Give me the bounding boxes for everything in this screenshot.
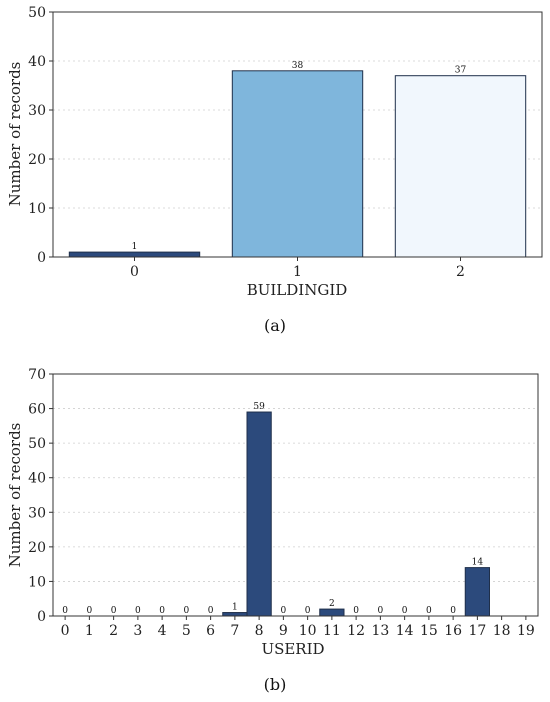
chart-b-data-label-13: 0 xyxy=(378,606,384,616)
chart-b-x-ticks: 0 1 2 3 4 5 6 7 8 9 10 11 12 13 14 15 16 17 18 19 xyxy=(61,616,535,639)
chart-a-y-ticks: 0 10 20 30 40 50 xyxy=(28,5,53,266)
chart-b-x-tick-label-5: 5 xyxy=(182,623,191,639)
chart-a-y-tick-label-30: 30 xyxy=(28,103,46,119)
chart-a-y-tick-label-40: 40 xyxy=(28,54,46,70)
chart-b-data-label-4: 0 xyxy=(159,606,165,616)
chart-b-bar-17 xyxy=(464,567,490,617)
chart-a-bar-0 xyxy=(68,251,201,258)
chart-b-x-tick-label-0: 0 xyxy=(61,623,70,639)
chart-a-x-axis-title: BUILDINGID xyxy=(247,281,348,299)
chart-b-bar-11 xyxy=(319,608,345,617)
chart-a-data-label-2: 37 xyxy=(455,66,467,76)
chart-b-bar-7 xyxy=(222,612,248,617)
chart-b-data-label-11: 2 xyxy=(329,599,335,609)
chart-b-y-tick-label-30: 30 xyxy=(28,505,46,521)
chart-b-y-tick-label-70: 70 xyxy=(28,367,46,383)
chart-b-data-label-3: 0 xyxy=(135,606,141,616)
chart-b-gridlines xyxy=(53,408,538,582)
chart-b-bars xyxy=(222,411,490,617)
chart-b-x-tick-label-10: 10 xyxy=(299,623,317,639)
chart-a-x-ticks: 0 1 2 xyxy=(130,257,465,280)
chart-b-y-tick-label-20: 20 xyxy=(28,540,46,556)
chart-b-x-tick-label-19: 19 xyxy=(517,623,535,639)
chart-b-x-tick-label-14: 14 xyxy=(396,623,414,639)
chart-a-caption: (a) xyxy=(264,316,286,335)
chart-b-data-label-12: 0 xyxy=(353,606,359,616)
chart-a-bar-2 xyxy=(394,75,527,258)
chart-b-y-tick-label-60: 60 xyxy=(28,402,46,418)
chart-a-y-axis-title: Number of records xyxy=(6,62,24,207)
chart-b-data-label-17: 14 xyxy=(472,558,484,568)
chart-a-gridlines xyxy=(53,60,542,209)
chart-b-data-label-14: 0 xyxy=(402,606,408,616)
chart-b-data-label-8: 59 xyxy=(253,402,265,412)
chart-a-buildingid: 1 38 37 0 10 20 30 40 50 0 1 2 BUILDINGID Number … xyxy=(6,5,543,335)
chart-b-data-label-16: 0 xyxy=(450,606,456,616)
chart-b-x-tick-label-2: 2 xyxy=(109,623,118,639)
chart-a-bars xyxy=(68,70,527,258)
chart-b-data-label-7: 1 xyxy=(232,603,238,613)
chart-b-data-label-9: 0 xyxy=(281,606,287,616)
chart-b-plot-frame xyxy=(52,373,539,617)
chart-b-y-tick-label-40: 40 xyxy=(28,471,46,487)
chart-b-data-label-2: 0 xyxy=(111,606,117,616)
chart-b-data-label-0: 0 xyxy=(62,606,68,616)
chart-b-data-labels: 0 0 0 0 0 0 0 1 59 0 0 2 0 0 0 0 0 14 xyxy=(62,402,483,616)
chart-a-data-labels: 1 38 37 xyxy=(132,61,467,252)
chart-b-x-axis-title: USERID xyxy=(261,640,324,658)
chart-b-x-tick-label-18: 18 xyxy=(493,623,511,639)
chart-b-data-label-5: 0 xyxy=(184,606,190,616)
chart-b-x-tick-label-8: 8 xyxy=(255,623,264,639)
chart-b-y-tick-label-0: 0 xyxy=(37,609,46,625)
chart-b-x-tick-label-11: 11 xyxy=(323,623,341,639)
chart-a-y-tick-label-20: 20 xyxy=(28,152,46,168)
chart-b-y-tick-label-50: 50 xyxy=(28,436,46,452)
chart-b-data-label-6: 0 xyxy=(208,606,214,616)
chart-b-bar-8 xyxy=(246,411,272,617)
chart-b-data-label-10: 0 xyxy=(305,606,311,616)
chart-b-x-tick-label-6: 6 xyxy=(206,623,215,639)
chart-a-x-tick-label-0: 0 xyxy=(130,264,139,280)
chart-b-x-tick-label-15: 15 xyxy=(420,623,438,639)
chart-b-x-tick-label-17: 17 xyxy=(468,623,486,639)
chart-b-x-tick-label-16: 16 xyxy=(444,623,462,639)
chart-a-x-tick-label-2: 2 xyxy=(456,264,465,280)
chart-b-data-label-15: 0 xyxy=(426,606,432,616)
chart-b-x-tick-label-1: 1 xyxy=(85,623,94,639)
chart-a-y-tick-label-0: 0 xyxy=(37,250,46,266)
chart-b-x-tick-label-12: 12 xyxy=(347,623,365,639)
chart-a-bar-1 xyxy=(231,70,364,258)
chart-b-x-tick-label-3: 3 xyxy=(133,623,142,639)
chart-a-data-label-0: 1 xyxy=(132,242,138,252)
chart-a-y-tick-label-50: 50 xyxy=(28,5,46,21)
chart-b-x-tick-label-7: 7 xyxy=(230,623,239,639)
chart-b-caption: (b) xyxy=(264,675,287,694)
chart-b-y-axis-title: Number of records xyxy=(6,423,24,568)
chart-a-data-label-1: 38 xyxy=(292,61,304,71)
chart-b-x-tick-label-4: 4 xyxy=(158,623,167,639)
chart-b-y-tick-label-10: 10 xyxy=(28,574,46,590)
chart-a-x-tick-label-1: 1 xyxy=(293,264,302,280)
chart-b-data-label-1: 0 xyxy=(87,606,93,616)
chart-b-x-tick-label-13: 13 xyxy=(371,623,389,639)
chart-b-y-ticks: 0 10 20 30 40 50 60 70 xyxy=(28,367,53,625)
chart-b-x-tick-label-9: 9 xyxy=(279,623,288,639)
chart-a-y-tick-label-10: 10 xyxy=(28,201,46,217)
